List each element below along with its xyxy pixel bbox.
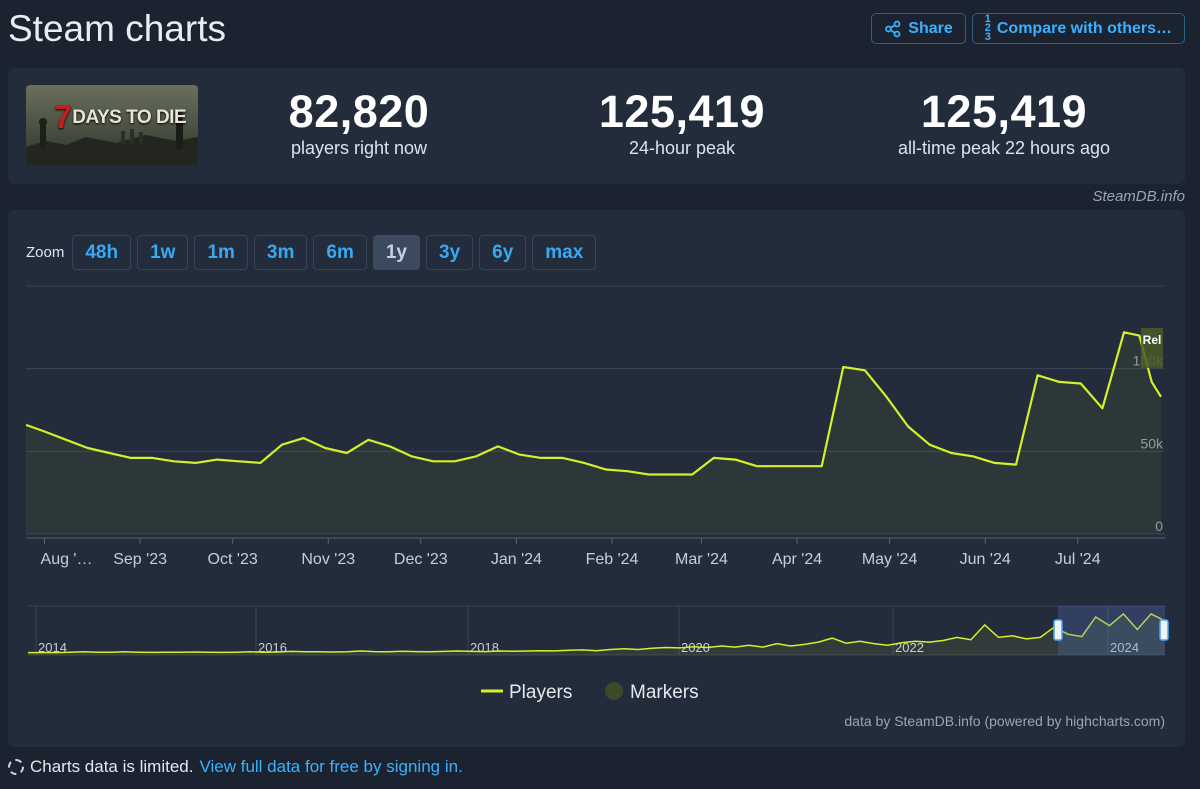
compare-label: Compare with others… (996, 19, 1172, 37)
x-tick-label: Dec '23 (394, 551, 448, 568)
zoom-6m[interactable]: 6m (313, 235, 367, 270)
info-dashed-circle-icon (8, 759, 24, 775)
navigator-year-label: 2014 (38, 640, 67, 655)
chart-panel: Zoom 48h 1w 1m 3m 6m 1y 3y 6y max 050k10… (8, 210, 1185, 747)
game-thumbnail[interactable]: 7DAYS TO DIE (26, 85, 198, 165)
top-actions: Share 1 2 3 Compare with others… (871, 13, 1185, 44)
zoom-1m[interactable]: 1m (194, 235, 248, 270)
stat-all-time-peak: 125,419 all-time peak 22 hours ago (874, 86, 1134, 159)
share-icon (885, 20, 901, 37)
navigator-handle-right (1159, 619, 1169, 641)
stat-value: 82,820 (288, 86, 430, 137)
limited-data-note: Charts data is limited. View full data f… (8, 757, 463, 777)
stat-value: 125,419 (920, 86, 1088, 137)
x-tick-label: Apr '24 (772, 551, 822, 568)
note-text: Charts data is limited. (30, 757, 194, 776)
zoom-3y[interactable]: 3y (426, 235, 474, 270)
x-tick-label: Jul '24 (1055, 551, 1101, 568)
compare-icon: 1 2 3 (984, 13, 991, 43)
page-title: Steam charts (8, 8, 226, 49)
stat-players-now: 82,820 players right now (229, 86, 489, 159)
sign-in-link[interactable]: View full data for free by signing in. (199, 757, 463, 776)
x-tick-label: Nov '23 (301, 551, 355, 568)
zoom-1y[interactable]: 1y (372, 235, 420, 270)
stats-panel: 7DAYS TO DIE 82,820 players right now 12… (8, 68, 1185, 184)
x-tick-label: May '24 (862, 551, 918, 568)
x-tick-label: Aug '… (41, 551, 93, 568)
navigator-handle-left (1053, 619, 1063, 641)
share-button[interactable]: Share (871, 13, 966, 44)
legend-markers-swatch (605, 682, 623, 700)
navigator-year-label: 2024 (1110, 640, 1139, 655)
y-tick-label: 50k (1140, 435, 1164, 451)
marker-label: Rel (1143, 333, 1162, 347)
share-label: Share (908, 19, 953, 37)
steamdb-credit[interactable]: SteamDB.info (1092, 188, 1185, 205)
zoom-max[interactable]: max (532, 235, 597, 270)
legend-players-label: Players (509, 682, 572, 703)
x-tick-label: Oct '23 (208, 551, 258, 568)
game-logo: 7DAYS TO DIE (54, 99, 187, 135)
marker-flag (1141, 328, 1163, 368)
x-tick-label: Jan '24 (491, 551, 542, 568)
players-line (25, 331, 1162, 476)
x-tick-label: Sep '23 (113, 551, 167, 568)
zoom-controls: Zoom 48h 1w 1m 3m 6m 1y 3y 6y max (26, 235, 597, 270)
stat-24h-peak: 125,419 24-hour peak (552, 86, 812, 159)
y-tick-label: 0 (1155, 518, 1163, 534)
stat-value: 125,419 (598, 86, 766, 137)
legend-markers-label: Markers (630, 682, 699, 703)
navigator-year-label: 2022 (895, 640, 924, 655)
thumbnail-art (26, 112, 198, 165)
zoom-6y[interactable]: 6y (479, 235, 527, 270)
stat-label: all-time peak 22 hours ago (897, 138, 1111, 158)
zoom-1w[interactable]: 1w (137, 235, 189, 270)
x-tick-label: Mar '24 (675, 551, 728, 568)
chart-source: data by SteamDB.info (powered by highcha… (844, 713, 1165, 729)
x-tick-label: Jun '24 (960, 551, 1011, 568)
players-area (26, 332, 1161, 534)
zoom-3m[interactable]: 3m (253, 235, 308, 270)
compare-button[interactable]: 1 2 3 Compare with others… (971, 13, 1185, 44)
x-tick-label: Feb '24 (586, 551, 639, 568)
stat-label: 24-hour peak (628, 138, 736, 158)
zoom-48h[interactable]: 48h (72, 235, 132, 270)
navigator-line (28, 612, 1166, 654)
zoom-label: Zoom (26, 244, 65, 261)
navigator-selection (1058, 606, 1165, 655)
stat-label: players right now (290, 138, 428, 158)
